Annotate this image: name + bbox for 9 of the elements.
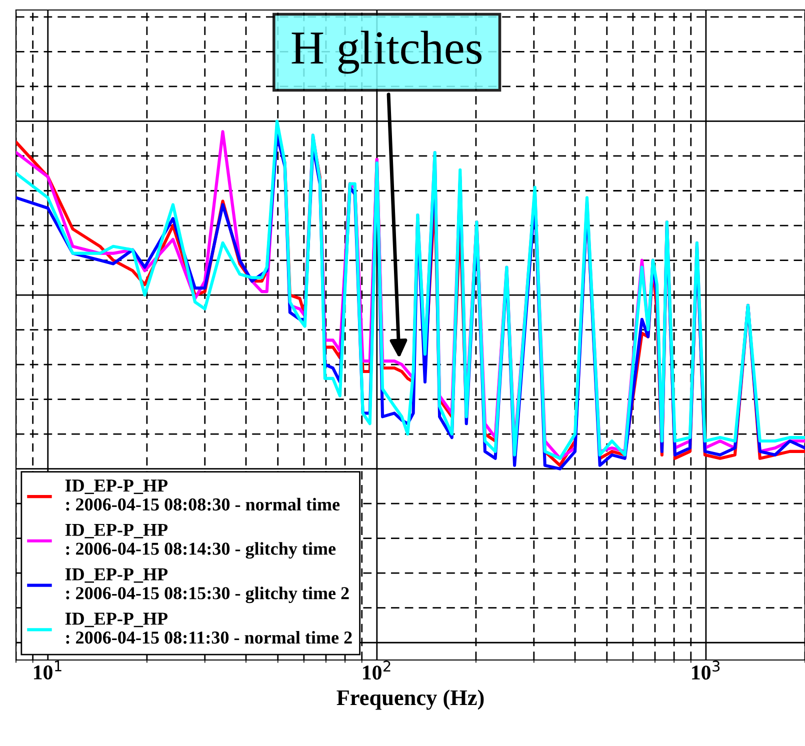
- x-tick-label: 10$^{2}$: [363, 660, 390, 680]
- x-tick-label: 10$^{1}$: [34, 660, 62, 680]
- x-axis-title: Frequency (Hz): [336, 690, 484, 710]
- legend-label: ID_EP-P_HP : 2006-04-15 08:14:30 - glitchy time: [65, 524, 336, 559]
- legend-label: ID_EP-P_HP : 2006-04-15 08:15:30 - glitchy time 2: [65, 568, 349, 604]
- legend-label: ID_EP-P_HP : 2006-04-15 08:11:30 - normal time 2: [65, 612, 352, 644]
- annotation: H glitches: [292, 30, 482, 74]
- legend-label: ID_EP-P_HP : 2006-04-15 08:08:30 - normal time: [65, 480, 340, 511]
- x-tick-label: 10$^{3}$: [692, 660, 720, 680]
